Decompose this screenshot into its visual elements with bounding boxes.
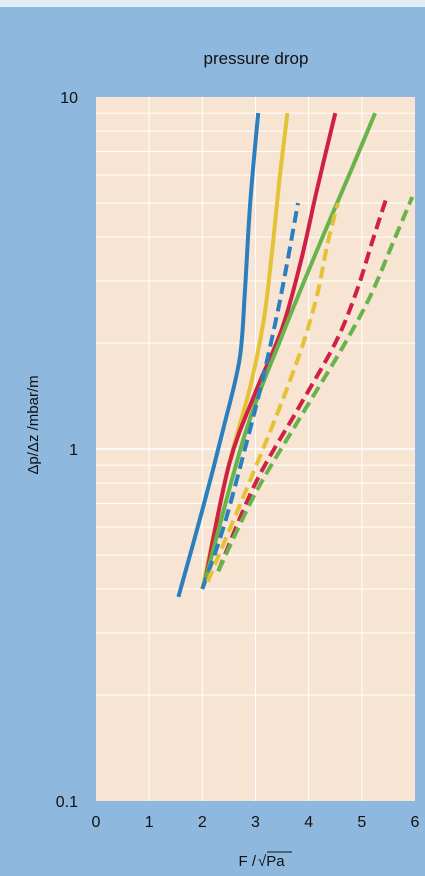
y-tick-labels: 10 1 0.1 xyxy=(56,90,78,811)
series-line-7 xyxy=(216,199,388,572)
svg-text:√Pa: √Pa xyxy=(258,853,285,870)
series-line-3 xyxy=(203,112,338,583)
y-tick-label: 10 xyxy=(60,90,78,107)
x-tick-label: 1 xyxy=(145,814,154,831)
sqrt-symbol: √ xyxy=(258,853,267,870)
x-tick-label: 3 xyxy=(251,814,260,831)
grid-lines xyxy=(96,97,415,801)
x-axis-label: F / √Pa xyxy=(239,851,292,870)
x-tick-labels: 0 1 2 3 4 5 6 xyxy=(92,814,420,831)
x-axis-label-prefix: F / xyxy=(239,853,257,870)
series-line-1 xyxy=(176,112,261,598)
y-tick-label: 0.1 xyxy=(56,794,78,811)
series-line-4 xyxy=(203,112,377,583)
x-tick-label: 4 xyxy=(304,814,313,831)
y-axis-label: Δp/Δz /mbar/m xyxy=(25,375,42,474)
top-border xyxy=(0,0,425,7)
x-tick-label: 2 xyxy=(198,814,207,831)
x-tick-label: 0 xyxy=(92,814,101,831)
x-axis-label-root: Pa xyxy=(266,853,285,870)
series-line-5 xyxy=(200,202,300,590)
series-line-6 xyxy=(205,202,340,583)
data-series xyxy=(176,112,415,598)
svg-text:F /: F / xyxy=(239,853,257,870)
x-tick-label: 5 xyxy=(357,814,366,831)
chart-title: pressure drop xyxy=(204,49,309,68)
x-tick-label: 6 xyxy=(411,814,420,831)
y-tick-label: 1 xyxy=(69,442,78,459)
series-line-8 xyxy=(216,196,415,572)
